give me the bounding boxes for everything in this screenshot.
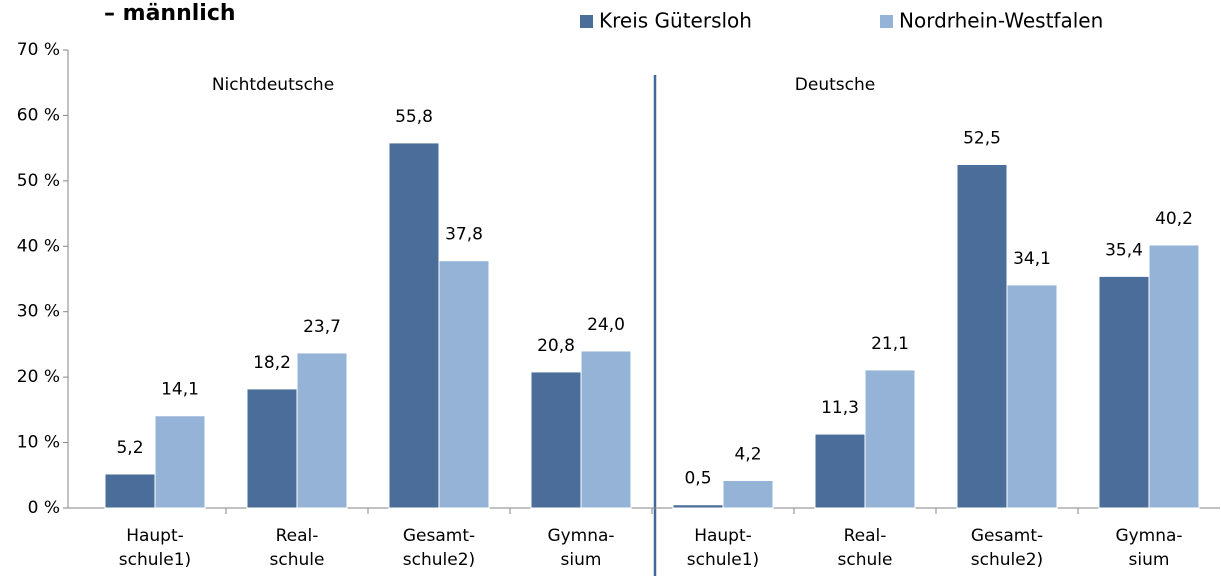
bar	[246, 388, 298, 509]
y-tick-label: 70 %	[17, 40, 60, 60]
bar	[1098, 275, 1150, 509]
y-tick-label: 30 %	[17, 302, 60, 322]
y-tick-label: 60 %	[17, 105, 60, 125]
value-label: 21,1	[871, 334, 909, 354]
value-label: 4,2	[734, 445, 761, 465]
value-label: 52,5	[963, 129, 1001, 149]
x-tick-label: Real-schule	[270, 526, 325, 570]
value-label: 55,8	[395, 107, 433, 127]
legend-swatch	[580, 15, 593, 28]
x-tick-label: Gymna-sium	[547, 526, 614, 570]
value-label: 37,8	[445, 225, 483, 245]
bar	[530, 371, 582, 509]
group-label: Nichtdeutsche	[212, 75, 334, 95]
bar	[722, 480, 774, 509]
bar	[672, 504, 724, 509]
bar	[388, 142, 440, 509]
value-label: 35,4	[1105, 240, 1143, 260]
x-tick-label: Gesamt-schule2)	[971, 526, 1043, 570]
bar	[580, 350, 632, 509]
value-label: 11,3	[821, 398, 859, 418]
x-tick-label: Haupt-schule1)	[687, 526, 759, 570]
chart-title: – männlich	[104, 1, 236, 26]
x-tick-label: Gymna-sium	[1115, 526, 1182, 570]
y-tick-label: 20 %	[17, 367, 60, 387]
bar	[864, 369, 916, 509]
value-label: 24,0	[587, 315, 625, 335]
bar	[956, 164, 1008, 509]
x-tick-label: Haupt-schule1)	[119, 526, 191, 570]
group-label: Deutsche	[795, 75, 875, 95]
legend-label: Kreis Gütersloh	[599, 9, 752, 33]
value-label: 14,1	[161, 380, 199, 400]
value-label: 23,7	[303, 317, 341, 337]
bar	[814, 433, 866, 509]
bar	[104, 473, 156, 509]
x-tick-label: Gesamt-schule2)	[403, 526, 475, 570]
bar	[1148, 244, 1200, 509]
value-label: 0,5	[684, 469, 711, 489]
y-tick-label: 10 %	[17, 433, 60, 453]
y-tick-label: 40 %	[17, 236, 60, 256]
y-tick-label: 0 %	[28, 498, 60, 518]
value-label: 18,2	[253, 353, 291, 373]
y-tick-label: 50 %	[17, 171, 60, 191]
value-label: 20,8	[537, 336, 575, 356]
bar	[1006, 284, 1058, 509]
legend-label: Nordrhein-Westfalen	[899, 9, 1103, 33]
value-label: 5,2	[116, 438, 143, 458]
x-tick-label: Real-schule	[838, 526, 893, 570]
value-label: 40,2	[1155, 209, 1193, 229]
value-label: 34,1	[1013, 249, 1051, 269]
bar	[154, 415, 206, 509]
bar	[438, 260, 490, 509]
legend-swatch	[880, 15, 893, 28]
bar	[296, 352, 348, 509]
